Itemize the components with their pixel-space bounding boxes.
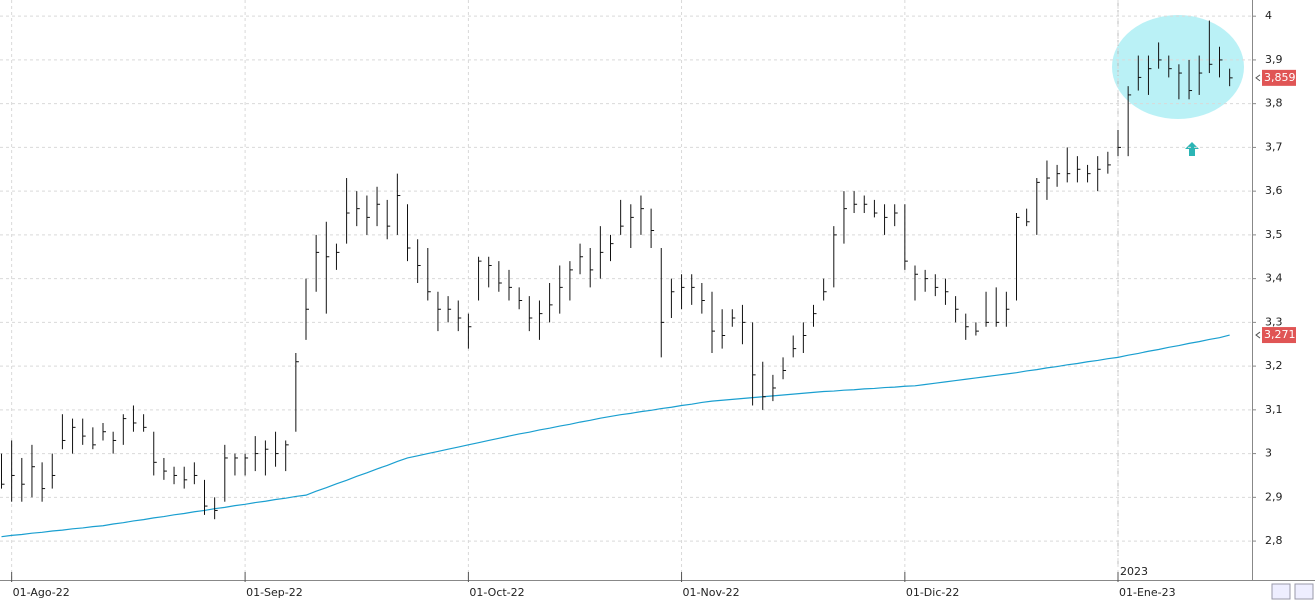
x-tick-label: 01-Ene-23: [1119, 586, 1176, 599]
highlight-ellipse: [1112, 15, 1244, 119]
y-tick-label: 3,8: [1265, 97, 1283, 110]
save-button[interactable]: [1294, 583, 1314, 600]
price-tag: [1262, 327, 1296, 344]
x-tick-label: 01-Dic-22: [906, 586, 960, 599]
zoom-button[interactable]: [1271, 583, 1291, 600]
y-tick-label: 3,7: [1265, 140, 1283, 153]
y-tick-label: 3,5: [1265, 228, 1283, 241]
y-tick-label: 3,2: [1265, 359, 1283, 372]
y-tick-label: 3,3: [1265, 315, 1283, 328]
x-tick-label: 01-Ago-22: [13, 586, 70, 599]
y-tick-label: 3,9: [1265, 53, 1283, 66]
price-tag-label: 3,859: [1264, 71, 1296, 84]
y-tick-label: 4: [1265, 9, 1272, 22]
price-pointer: [1255, 331, 1261, 339]
y-tick-label: 2,9: [1265, 490, 1283, 503]
y-tick-label: 2,8: [1265, 534, 1283, 547]
up-arrow: [1185, 142, 1199, 156]
y-tick-label: 3,6: [1265, 184, 1283, 197]
y-tick-label: 3,1: [1265, 403, 1283, 416]
price-pointer: [1255, 74, 1261, 82]
price-tag: [1262, 69, 1296, 86]
moving-average: [1, 334, 1230, 538]
y-tick-label: 3: [1265, 447, 1272, 460]
y-tick-label: 3,4: [1265, 272, 1283, 285]
price-tag-label: 3,271: [1264, 328, 1296, 341]
x-tick-label: 01-Nov-22: [683, 586, 740, 599]
x-tick-label: 01-Oct-22: [469, 586, 524, 599]
x-tick-label: 01-Sep-22: [246, 586, 303, 599]
year-label: 2023: [1120, 565, 1148, 578]
plot-layer: 2,8 2,9 3 3,1 3,2 3,3 3,4 3,5 3,6 3,7 3,8 3,9 4 01-Ag…: [0, 0, 1296, 599]
